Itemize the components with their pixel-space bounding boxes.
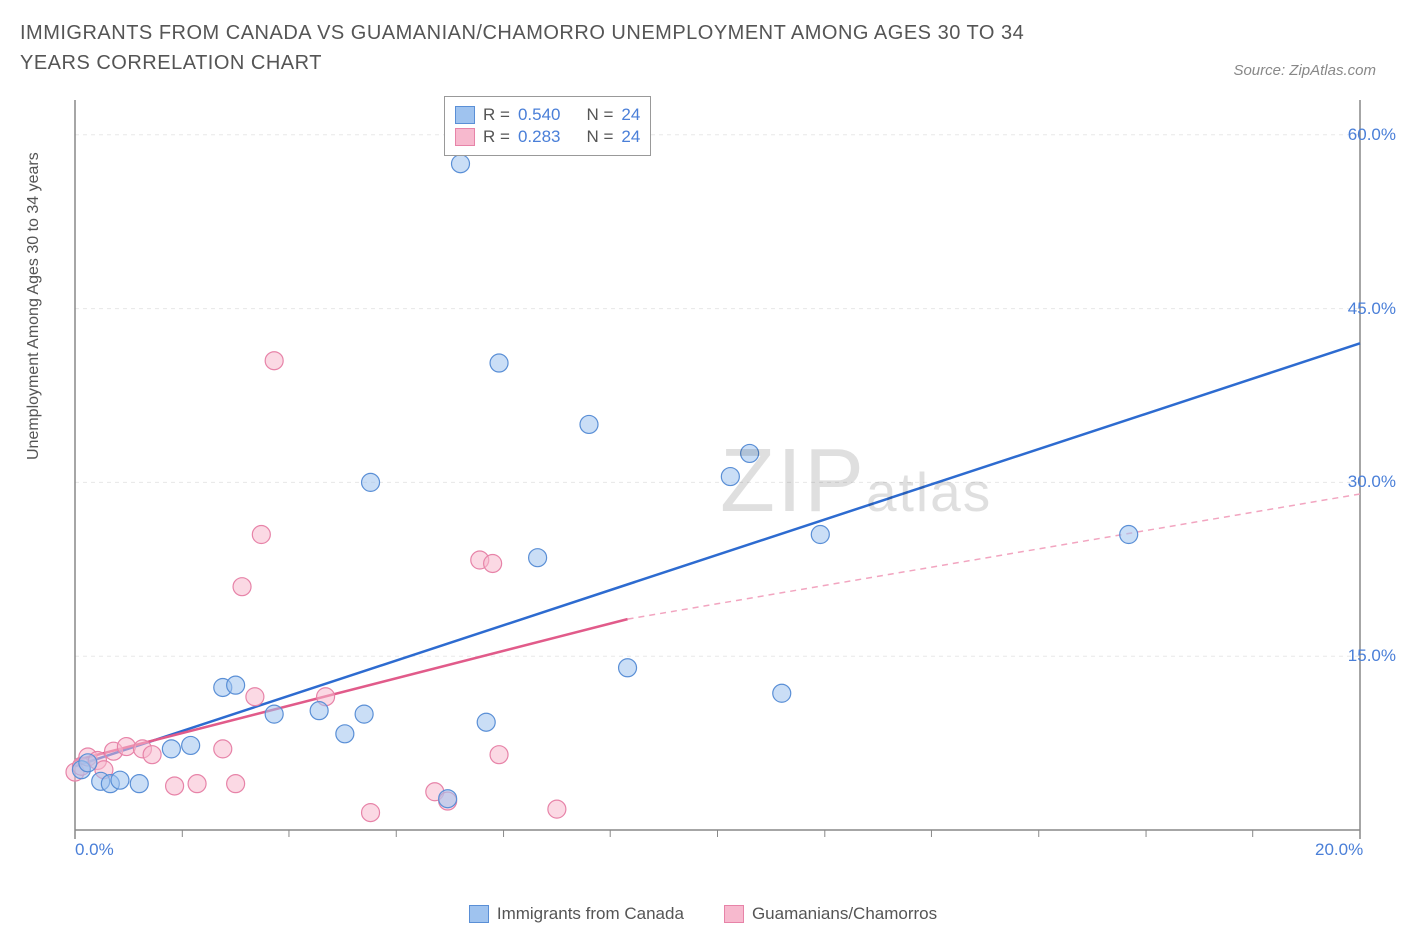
- stats-legend: R =0.540N =24R =0.283N =24: [444, 96, 651, 156]
- x-tick-label: 0.0%: [75, 840, 114, 860]
- series-legend: Immigrants from Canada Guamanians/Chamor…: [0, 904, 1406, 924]
- correlation-chart: [65, 90, 1380, 860]
- source-attribution: Source: ZipAtlas.com: [1233, 62, 1376, 79]
- x-tick-label: 20.0%: [1315, 840, 1363, 860]
- legend-label-blue: Immigrants from Canada: [497, 904, 684, 924]
- y-tick-label: 30.0%: [1348, 472, 1396, 492]
- legend-label-pink: Guamanians/Chamorros: [752, 904, 937, 924]
- y-tick-label: 45.0%: [1348, 299, 1396, 319]
- y-axis-label: Unemployment Among Ages 30 to 34 years: [25, 152, 43, 460]
- y-tick-label: 60.0%: [1348, 125, 1396, 145]
- legend-item-blue: Immigrants from Canada: [469, 904, 684, 924]
- legend-swatch: [455, 128, 475, 146]
- legend-item-pink: Guamanians/Chamorros: [724, 904, 937, 924]
- legend-stat-row: R =0.283N =24: [455, 127, 640, 147]
- chart-svg: [65, 90, 1380, 860]
- legend-stat-row: R =0.540N =24: [455, 105, 640, 125]
- legend-swatch: [455, 106, 475, 124]
- legend-swatch-blue: [469, 905, 489, 923]
- legend-swatch-pink: [724, 905, 744, 923]
- page-title: IMMIGRANTS FROM CANADA VS GUAMANIAN/CHAM…: [20, 18, 1040, 78]
- y-tick-label: 15.0%: [1348, 646, 1396, 666]
